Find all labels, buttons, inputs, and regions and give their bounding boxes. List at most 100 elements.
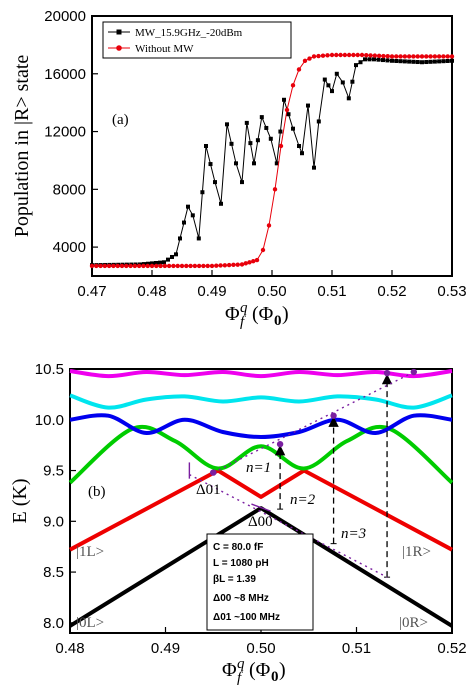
parameter-box-frame xyxy=(206,533,314,631)
panel-b-ylabel: E (K) xyxy=(9,479,31,524)
data-point xyxy=(411,59,416,64)
data-point xyxy=(394,58,399,63)
data-point xyxy=(342,52,348,58)
data-point xyxy=(432,54,438,59)
data-point xyxy=(411,54,416,59)
dotted-guide-upper xyxy=(212,371,415,474)
data-point xyxy=(306,103,310,108)
data-point xyxy=(420,60,424,65)
resonance-dot xyxy=(276,440,284,448)
data-point xyxy=(136,263,142,269)
data-point xyxy=(445,54,450,59)
data-point xyxy=(111,263,116,269)
data-point xyxy=(240,180,244,185)
x-tick-label: 0.53 xyxy=(437,283,466,300)
data-point xyxy=(192,263,198,269)
data-point xyxy=(190,213,195,218)
svg-text:Φ: Φ xyxy=(225,303,240,325)
param-delta01: Δ01 ~100 MHz xyxy=(213,612,280,623)
data-point xyxy=(300,151,304,156)
data-point xyxy=(290,83,296,88)
x-tick-label: 0.50 xyxy=(257,283,286,300)
data-point xyxy=(102,263,108,269)
data-point xyxy=(428,59,433,64)
data-point xyxy=(248,141,253,146)
data-point xyxy=(243,261,248,266)
panel-b-xlabel: Φ q f (Φ 0 ) xyxy=(222,656,286,686)
resonance-dot xyxy=(383,369,391,377)
svg-text:q: q xyxy=(237,656,245,672)
data-point xyxy=(170,254,174,259)
data-point xyxy=(394,54,399,59)
energy-level-3-blue xyxy=(69,413,453,439)
data-point xyxy=(266,223,272,228)
data-point xyxy=(441,54,446,59)
data-point xyxy=(390,58,394,63)
panel-a-legend: MW_15.9GHz_-20dBm Without MW xyxy=(102,21,292,59)
x-tick-label: 0.47 xyxy=(77,283,106,300)
data-point xyxy=(291,126,295,131)
data-point xyxy=(254,257,260,263)
data-point xyxy=(162,260,166,265)
data-point xyxy=(229,141,234,146)
data-point xyxy=(231,262,236,268)
label-delta-01: Δ01 xyxy=(196,482,221,498)
data-point xyxy=(445,58,450,63)
data-point xyxy=(436,54,442,59)
data-point xyxy=(334,71,339,76)
label-n3: n=3 xyxy=(341,526,366,542)
panel-a-ticks: 0.47 0.48 0.49 0.50 0.51 0.52 0.53 4000 8000 1200… xyxy=(44,8,466,300)
series-line-mw xyxy=(91,58,453,266)
data-point xyxy=(351,52,356,58)
data-point xyxy=(196,263,202,269)
svg-text:q: q xyxy=(240,300,248,316)
data-point xyxy=(376,57,381,62)
data-point xyxy=(297,144,301,148)
resonance-dot xyxy=(210,469,217,476)
label-state-0L: |0L> xyxy=(76,615,104,631)
data-point xyxy=(226,262,232,268)
x-tick-label: 0.52 xyxy=(437,640,466,657)
data-point xyxy=(252,161,256,166)
data-point xyxy=(385,54,390,59)
data-point xyxy=(264,125,269,130)
data-point xyxy=(150,261,154,266)
data-point xyxy=(208,162,213,167)
data-point xyxy=(239,262,245,267)
data-point xyxy=(171,263,176,269)
label-n2: n=2 xyxy=(290,492,316,508)
data-point xyxy=(330,89,334,94)
data-point xyxy=(268,136,273,141)
data-point xyxy=(219,201,223,206)
data-point xyxy=(407,59,412,64)
param-delta00: Δ00 ~8 MHz xyxy=(213,593,269,604)
data-point xyxy=(278,143,284,149)
data-point xyxy=(449,54,455,59)
data-point xyxy=(260,247,266,253)
data-point xyxy=(346,96,351,101)
x-tick-label: 0.49 xyxy=(151,640,180,657)
x-tick-label: 0.51 xyxy=(317,283,346,300)
data-point xyxy=(355,52,360,58)
panel-b-label: (b) xyxy=(88,484,106,500)
data-point xyxy=(329,52,335,58)
y-tick-label: 10.5 xyxy=(35,361,64,378)
y-tick-label: 9.5 xyxy=(43,463,64,480)
data-point xyxy=(154,263,159,269)
data-point xyxy=(320,53,326,58)
data-point xyxy=(184,263,189,269)
svg-text:(Φ: (Φ xyxy=(252,303,274,325)
data-point xyxy=(381,58,385,63)
data-point xyxy=(376,53,382,59)
data-point xyxy=(175,263,180,269)
x-tick-label: 0.50 xyxy=(246,640,275,657)
data-point xyxy=(402,54,408,59)
data-point xyxy=(340,80,345,85)
data-point xyxy=(402,59,407,64)
data-point xyxy=(406,54,412,59)
energy-level-4-cyan xyxy=(69,393,453,410)
label-state-1L: |1L> xyxy=(76,544,104,560)
data-point xyxy=(149,263,155,269)
data-point xyxy=(358,60,363,65)
